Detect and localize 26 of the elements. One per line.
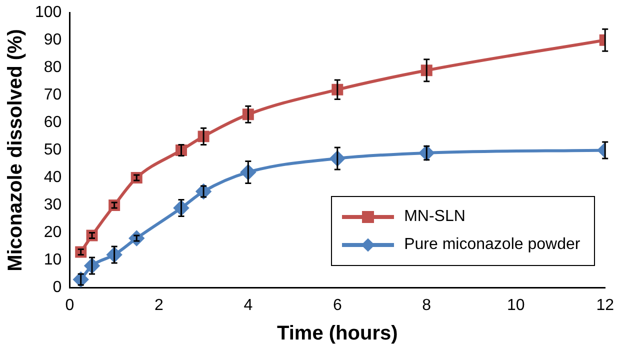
y-tick-label: 0 bbox=[52, 279, 62, 296]
x-tick-label: 0 bbox=[65, 296, 74, 314]
point bbox=[130, 172, 142, 184]
x-tick-label: 4 bbox=[244, 296, 253, 314]
y-tick-label: 50 bbox=[44, 142, 62, 159]
x-tick-label: 2 bbox=[154, 296, 164, 314]
legend-label: MN-SLN bbox=[404, 208, 466, 226]
point bbox=[75, 246, 87, 258]
legend-label: Pure miconazole powder bbox=[404, 236, 580, 254]
x-tick-label: 8 bbox=[422, 296, 432, 314]
y-tick-label: 20 bbox=[44, 224, 62, 242]
x-axis-title: Time (hours) bbox=[277, 322, 398, 345]
x-tick-label: 10 bbox=[506, 296, 525, 314]
y-tick-label: 80 bbox=[44, 59, 62, 76]
y-tick-label: 40 bbox=[44, 169, 62, 186]
point bbox=[129, 230, 144, 246]
x-tick-label: 12 bbox=[596, 296, 614, 314]
y-tick-label: 10 bbox=[44, 252, 62, 269]
y-tick-label: 100 bbox=[34, 4, 62, 22]
y-tick-label: 70 bbox=[44, 86, 62, 104]
y-tick-label: 30 bbox=[44, 196, 62, 214]
y-tick-label: 60 bbox=[44, 114, 62, 132]
point bbox=[86, 230, 98, 242]
x-tick-label: 6 bbox=[332, 296, 342, 314]
y-tick-label: 90 bbox=[44, 32, 62, 49]
y-axis-title: Miconazole dissolved (%) bbox=[4, 29, 27, 272]
